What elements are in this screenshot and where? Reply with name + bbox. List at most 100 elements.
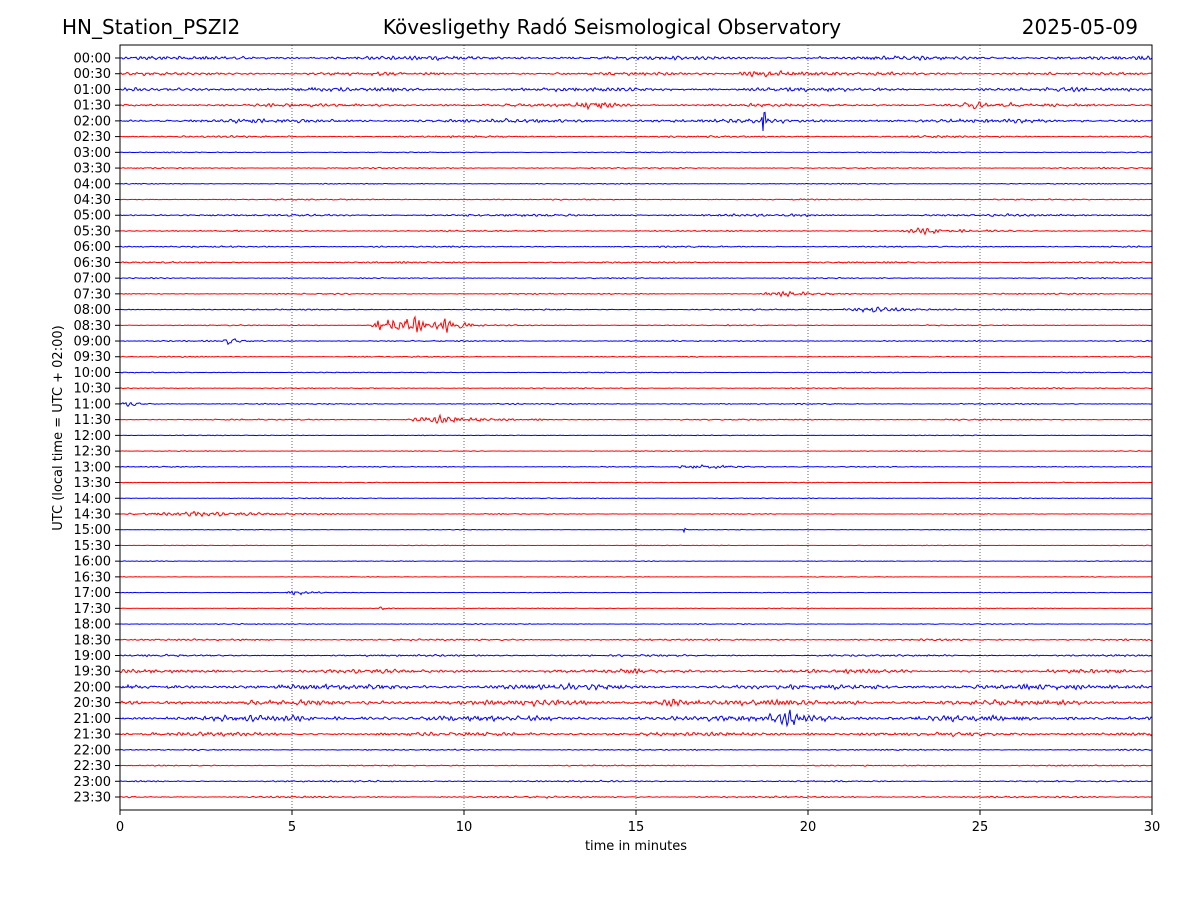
trace-1400 — [119, 497, 1153, 500]
y-tick-label: 02:00 — [74, 114, 111, 129]
y-tick-label: 10:00 — [74, 366, 111, 381]
trace-0330 — [119, 166, 1153, 170]
trace-1800 — [119, 622, 1153, 626]
y-tick-label: 06:00 — [74, 240, 111, 255]
trace-1300 — [120, 464, 1153, 470]
y-tick-label: 16:30 — [74, 570, 111, 585]
trace-1530 — [119, 544, 1153, 547]
trace-0530 — [119, 227, 1153, 236]
trace-0030 — [119, 69, 1153, 78]
trace-1030 — [119, 387, 1153, 390]
trace-2230 — [119, 764, 1153, 767]
trace-1830 — [119, 638, 1153, 642]
trace-0730 — [119, 290, 1153, 298]
y-tick-label: 17:30 — [74, 602, 111, 617]
y-tick-label: 11:30 — [74, 413, 111, 428]
trace-0130 — [119, 101, 1153, 111]
y-tick-label: 13:30 — [74, 476, 111, 491]
trace-2300 — [119, 779, 1153, 783]
y-tick-label: 17:00 — [74, 586, 111, 601]
y-tick-label: 08:30 — [74, 319, 111, 334]
trace-0800 — [119, 306, 1153, 313]
x-tick-label: 10 — [456, 820, 473, 835]
y-tick-label: 23:00 — [74, 775, 111, 790]
y-tick-label: 12:00 — [74, 429, 111, 444]
station-name: HN_Station_PSZI2 — [62, 15, 241, 39]
y-tick-label: 14:00 — [74, 492, 111, 507]
trace-0500 — [119, 213, 1153, 218]
y-tick-label: 19:00 — [74, 649, 111, 664]
y-tick-label: 20:00 — [74, 680, 111, 695]
y-tick-label: 10:30 — [74, 382, 111, 397]
y-tick-label: 13:00 — [74, 460, 111, 475]
trace-1930 — [119, 667, 1153, 675]
trace-0930 — [119, 355, 1153, 358]
trace-1230 — [120, 450, 1153, 453]
y-tick-label: 02:30 — [74, 130, 111, 145]
y-tick-label: 15:30 — [74, 539, 111, 554]
trace-1730 — [119, 606, 1153, 611]
y-tick-label: 22:00 — [74, 743, 111, 758]
y-tick-label: 12:30 — [74, 445, 111, 460]
trace-1630 — [119, 576, 1153, 578]
trace-0230 — [119, 134, 1153, 139]
x-tick-label: 25 — [972, 820, 989, 835]
y-tick-label: 15:00 — [74, 523, 111, 538]
y-tick-label: 08:00 — [74, 303, 111, 318]
y-tick-label: 23:30 — [74, 791, 111, 806]
y-tick-label: 16:00 — [74, 555, 111, 570]
y-tick-label: 04:00 — [74, 177, 111, 192]
y-tick-label: 05:30 — [74, 224, 111, 239]
y-tick-label: 11:00 — [74, 397, 111, 412]
y-tick-label: 07:00 — [74, 272, 111, 287]
trace-0830 — [119, 315, 1153, 333]
trace-2200 — [119, 748, 1153, 752]
traces — [119, 55, 1153, 799]
y-tick-label: 21:30 — [74, 728, 111, 743]
trace-1900 — [119, 653, 1153, 658]
x-tick-label: 0 — [116, 820, 124, 835]
trace-2130 — [119, 731, 1153, 738]
trace-0200 — [119, 111, 1153, 132]
trace-1130 — [119, 413, 1153, 425]
trace-0430 — [119, 198, 1153, 201]
trace-1500 — [119, 527, 1153, 534]
y-tick-label: 19:30 — [74, 665, 111, 680]
trace-0000 — [119, 55, 1153, 62]
trace-1000 — [119, 371, 1153, 374]
trace-2100 — [119, 709, 1153, 728]
y-tick-label: 00:00 — [74, 52, 111, 67]
trace-1100 — [119, 401, 1153, 407]
y-tick-label: 18:30 — [74, 633, 111, 648]
y-tick-label: 01:00 — [74, 83, 111, 98]
trace-1600 — [119, 560, 1153, 563]
trace-1700 — [119, 590, 1153, 596]
trace-1330 — [119, 481, 1153, 484]
trace-0900 — [119, 338, 1153, 346]
y-ticks: 00:0000:3001:0001:3002:0002:3003:0003:30… — [74, 52, 120, 806]
y-tick-label: 20:30 — [74, 696, 111, 711]
trace-0600 — [119, 245, 1153, 249]
trace-2000 — [119, 681, 1153, 691]
y-tick-label: 06:30 — [74, 256, 111, 271]
y-tick-label: 09:00 — [74, 335, 111, 350]
y-tick-label: 03:00 — [74, 146, 111, 161]
trace-0300 — [119, 151, 1153, 154]
trace-1430 — [119, 510, 1153, 518]
y-tick-label: 07:30 — [74, 287, 111, 302]
y-tick-label: 22:30 — [74, 759, 111, 774]
observatory-title: Kövesligethy Radó Seismological Observat… — [382, 15, 842, 39]
x-tick-label: 5 — [288, 820, 296, 835]
x-tick-label: 15 — [628, 820, 645, 835]
x-axis-label: time in minutes — [585, 839, 687, 854]
y-tick-label: 05:00 — [74, 209, 111, 224]
trace-2030 — [119, 698, 1153, 708]
x-ticks: 0 5 10 15 20 25 30 — [116, 810, 1160, 835]
trace-0100 — [119, 86, 1153, 93]
y-tick-label: 01:30 — [74, 99, 111, 114]
y-tick-label: 21:00 — [74, 712, 111, 727]
trace-0630 — [119, 260, 1153, 265]
grid-lines — [291, 45, 981, 810]
y-tick-label: 04:30 — [74, 193, 111, 208]
